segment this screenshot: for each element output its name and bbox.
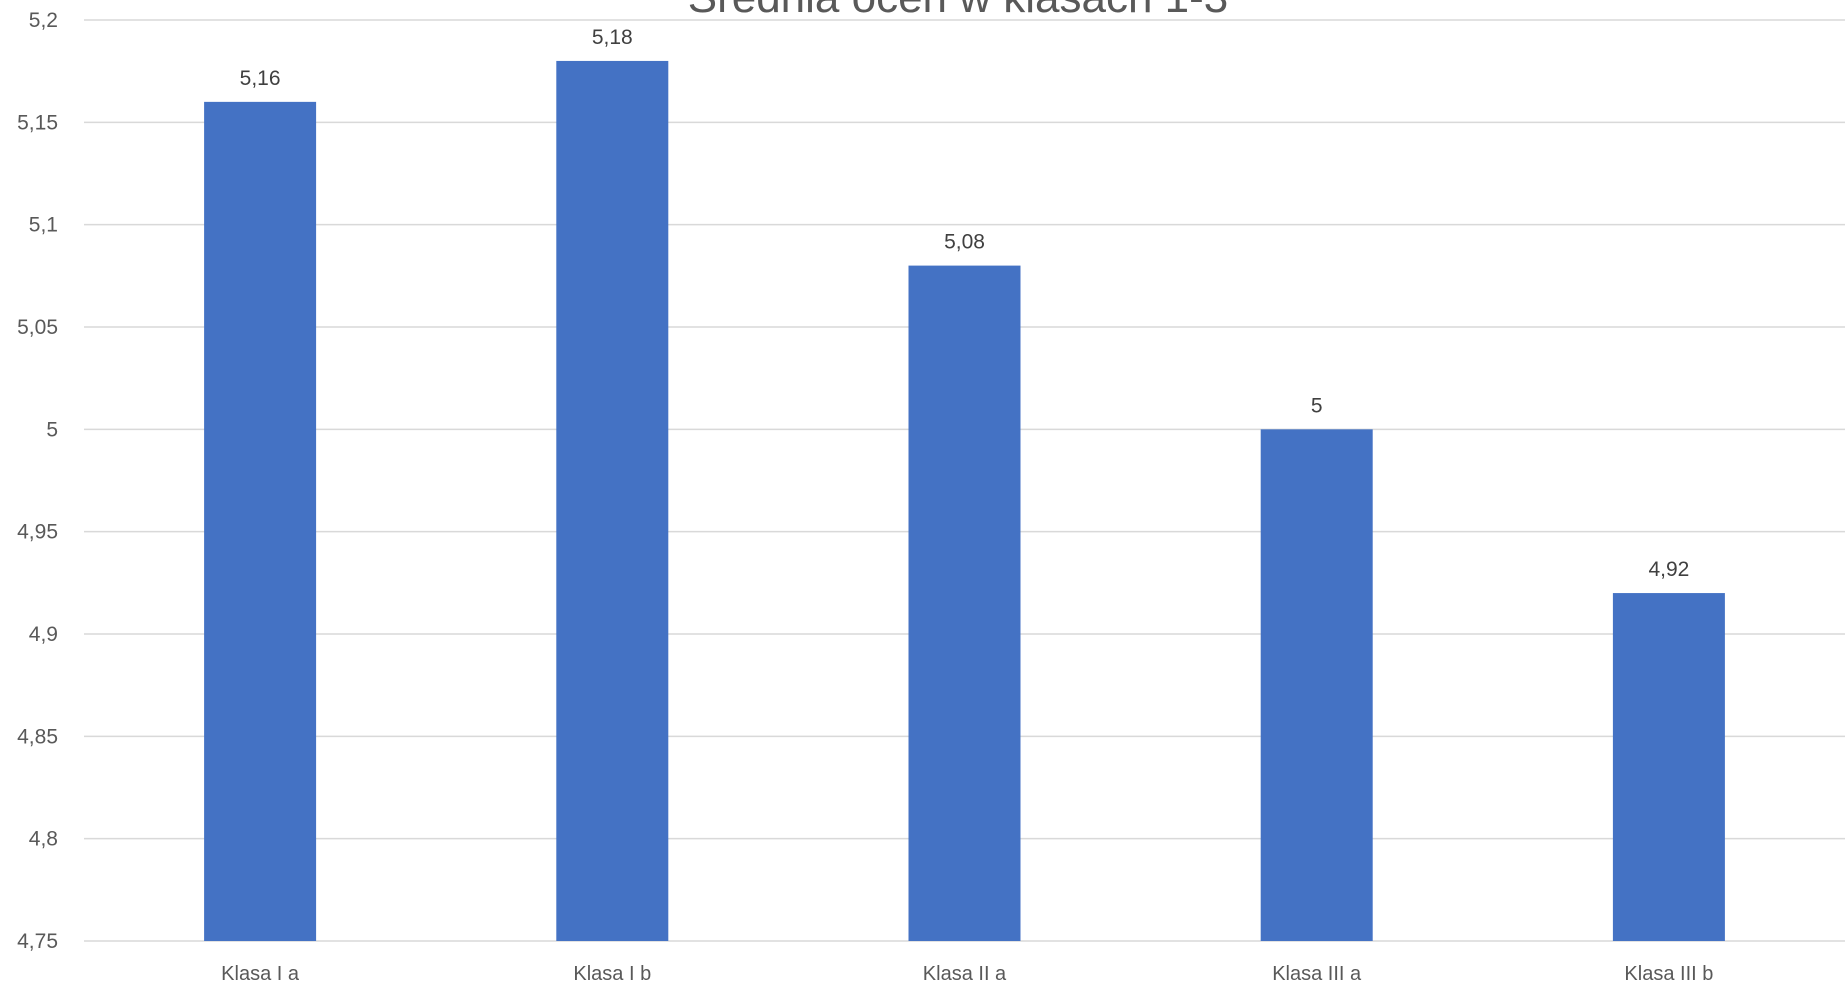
category-label: Klasa I a [221,963,300,985]
bar [556,60,669,941]
data-label: 4,92 [1648,558,1689,581]
y-tick-label: 5,05 [17,316,58,339]
bar [1612,593,1725,941]
y-tick-label: 4,75 [17,930,58,953]
bar [204,101,317,941]
data-label: 5,18 [592,26,633,49]
chart-title: Średnia ocen w klasach 1-3 [688,0,1229,22]
data-label: 5,16 [240,67,281,90]
y-tick-label: 4,8 [29,828,58,851]
y-tick-label: 5,2 [29,9,58,32]
category-label: Klasa III a [1272,963,1362,985]
y-tick-label: 5,15 [17,111,58,134]
y-tick-label: 4,85 [17,725,58,748]
data-label: 5 [1311,394,1323,417]
bar [908,265,1021,942]
y-axis-ticks: 4,75 4,8 4,85 4,9 4,95 5 5,05 5,1 5,15 5,2 [17,9,58,953]
y-tick-label: 4,95 [17,521,58,544]
y-tick-label: 5 [46,418,58,441]
y-tick-label: 4,9 [29,623,58,646]
category-label: Klasa II a [923,963,1007,985]
category-label: Klasa III b [1624,963,1713,985]
category-label: Klasa I b [573,963,651,985]
x-axis-categories: Klasa I a Klasa I b Klasa II a Klasa III a K… [221,963,1713,985]
data-labels: 5,16 5,18 5,08 5 4,92 [240,26,1690,581]
y-tick-label: 5,1 [29,214,58,237]
bar [1260,429,1373,941]
data-label: 5,08 [944,231,985,254]
bars [204,60,1725,942]
